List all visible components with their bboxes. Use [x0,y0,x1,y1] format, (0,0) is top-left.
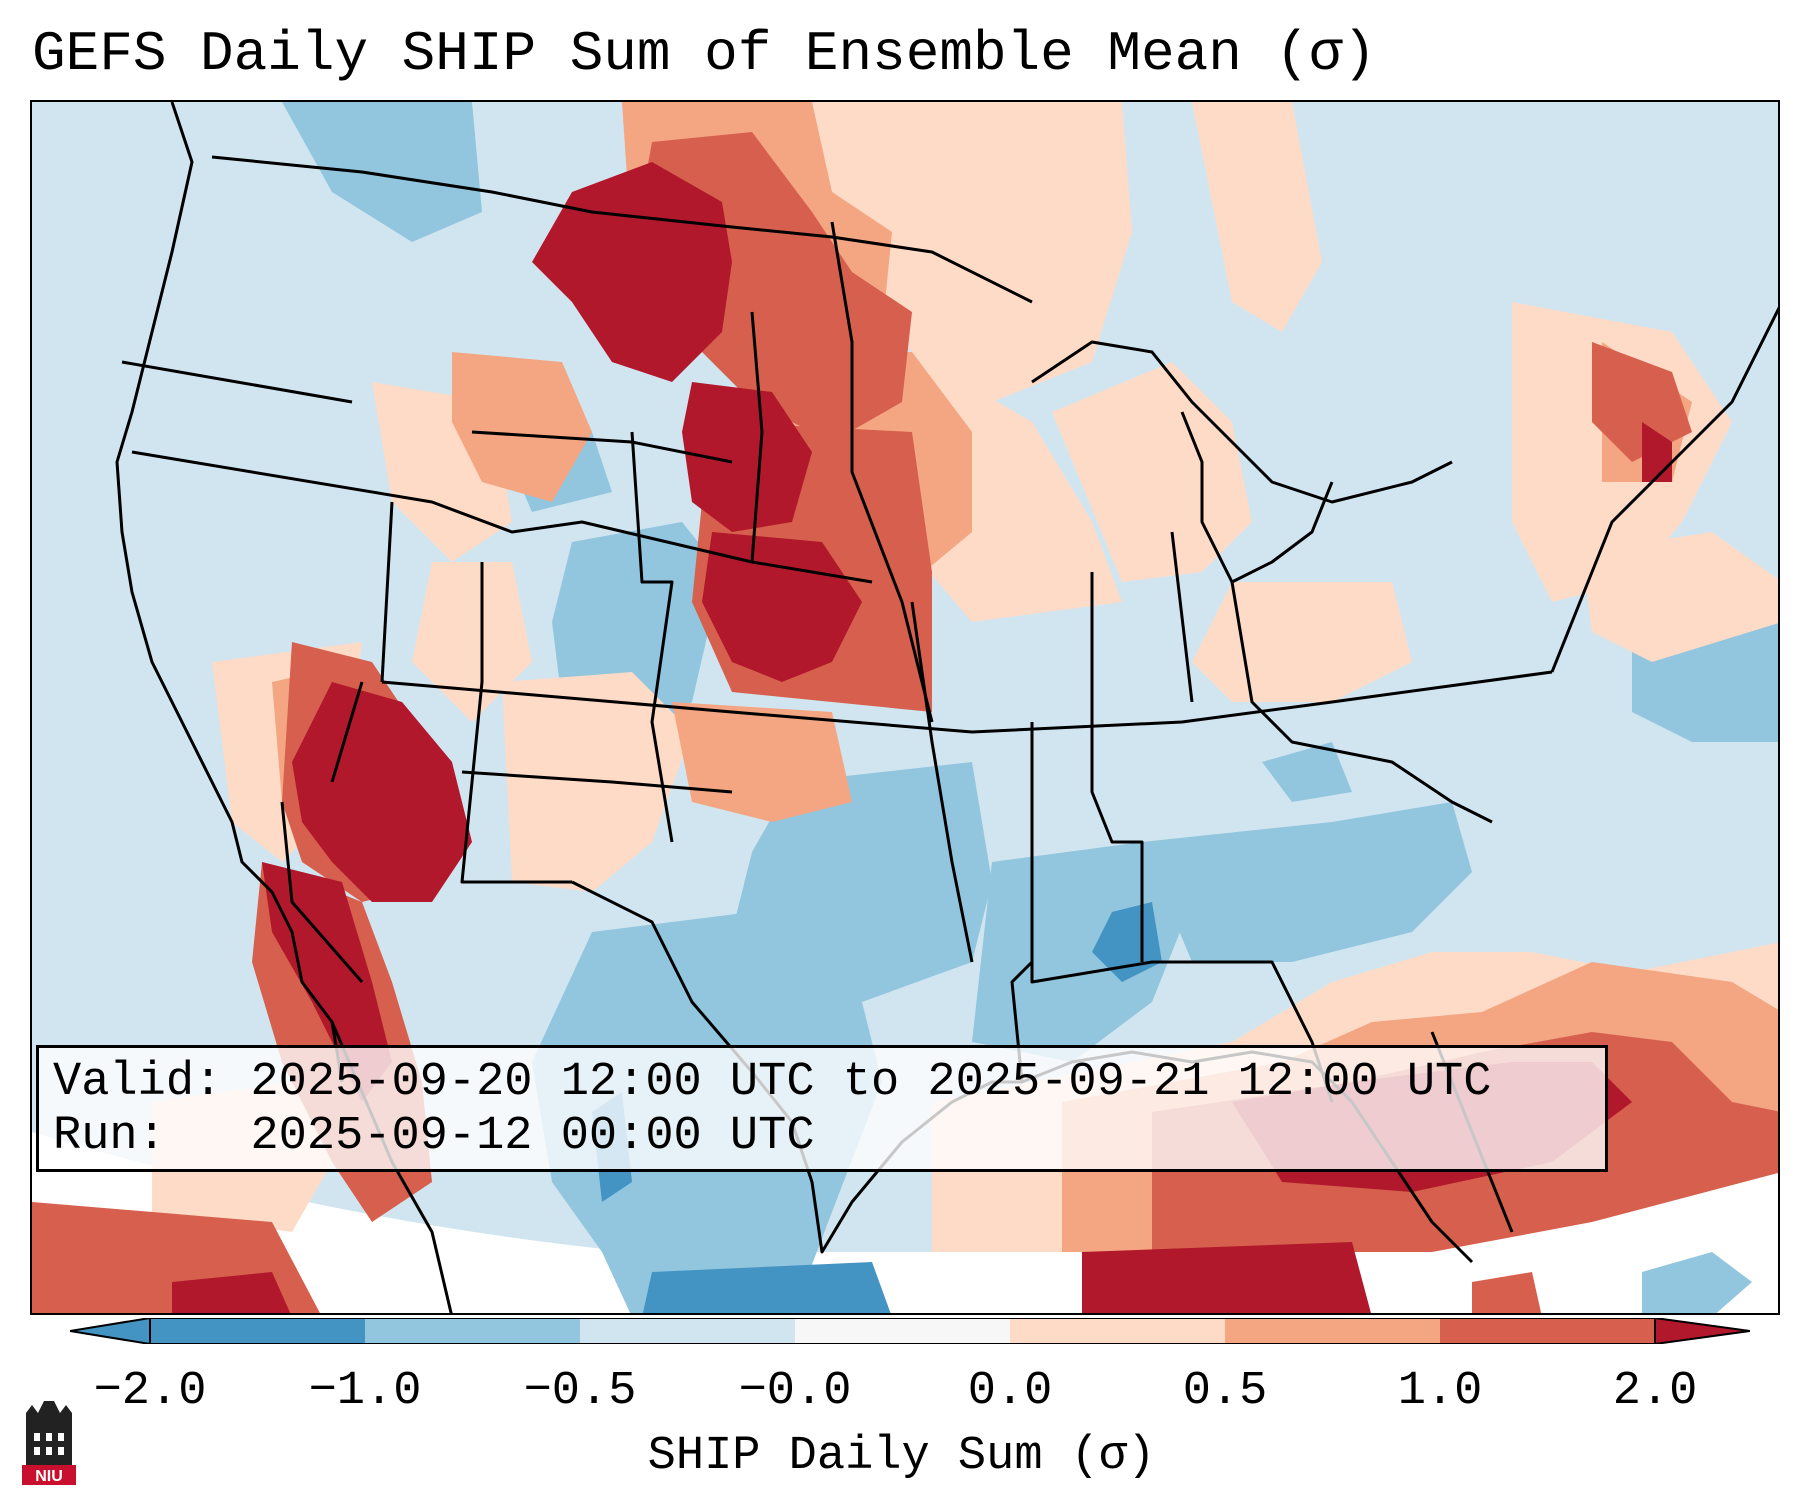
run-row: Run: 2025-09-12 00:00 UTC [53,1110,1591,1164]
state-line-9 [630,431,674,843]
state-line-10 [460,562,572,884]
colorbar-bin-3 [580,1318,795,1344]
colorbar-tick-label: −1.0 [308,1365,422,1418]
colorbar-tick-label: −0.0 [738,1365,852,1418]
niu-logo-icon: NIU [22,1401,76,1485]
state-line-8 [380,501,394,683]
colorbar [70,1318,1750,1344]
run-label: Run: [53,1110,166,1163]
colorbar-tick-label: 2.0 [1612,1365,1698,1418]
colorbar-tick-label: 1.0 [1397,1365,1483,1418]
coastline-east [1550,306,1778,673]
colorbar-tick-label: 0.0 [967,1365,1053,1418]
state-line-11 [750,311,764,563]
logo-text: NIU [35,1468,63,1485]
state-line-12 [830,221,934,723]
valid-label: Valid: [53,1056,223,1109]
state-line-2 [131,450,873,584]
colorbar-bin-6 [1225,1318,1440,1344]
valid-run-info-box: Valid: 2025-09-20 12:00 UTC to 2025-09-2… [36,1045,1608,1172]
coastline-west [115,102,344,1083]
state-line-5 [461,770,733,794]
state-line-16 [1090,572,1144,962]
colorbar-bin-7 [1440,1318,1655,1344]
state-line-15 [1170,531,1194,703]
colorbar-bin-4 [795,1318,1010,1344]
map-title: GEFS Daily SHIP Sum of Ensemble Mean (σ) [32,22,1377,86]
colorbar-extend-low [70,1318,151,1344]
colorbar-bin-2 [365,1318,580,1344]
state-line-17 [1230,581,1493,824]
colorbar-extend-high [1654,1318,1750,1344]
colorbar-tick-label: −0.5 [523,1365,637,1418]
colorbar-label: SHIP Daily Sum (σ) [647,1430,1156,1483]
state-line-14 [1030,722,1334,1103]
state-line-1 [121,360,353,404]
state-line-6 [280,801,364,983]
state-line-4 [381,670,1553,734]
valid-row: Valid: 2025-09-20 12:00 UTC to 2025-09-2… [53,1056,1591,1110]
run-value: 2025-09-12 00:00 UTC [250,1110,815,1163]
great-lakes [1031,340,1453,504]
state-line-13 [910,601,974,963]
colorbar-bin-5 [1010,1318,1225,1344]
michigan [1180,411,1334,584]
colorbar-tick-label: −2.0 [93,1365,207,1418]
colorbar-tick-label: 0.5 [1182,1365,1268,1418]
canada-border [211,155,1033,304]
state-line-7 [330,681,364,783]
colorbar-bin-1 [150,1318,365,1344]
valid-value: 2025-09-20 12:00 UTC to 2025-09-21 12:00… [250,1056,1492,1109]
